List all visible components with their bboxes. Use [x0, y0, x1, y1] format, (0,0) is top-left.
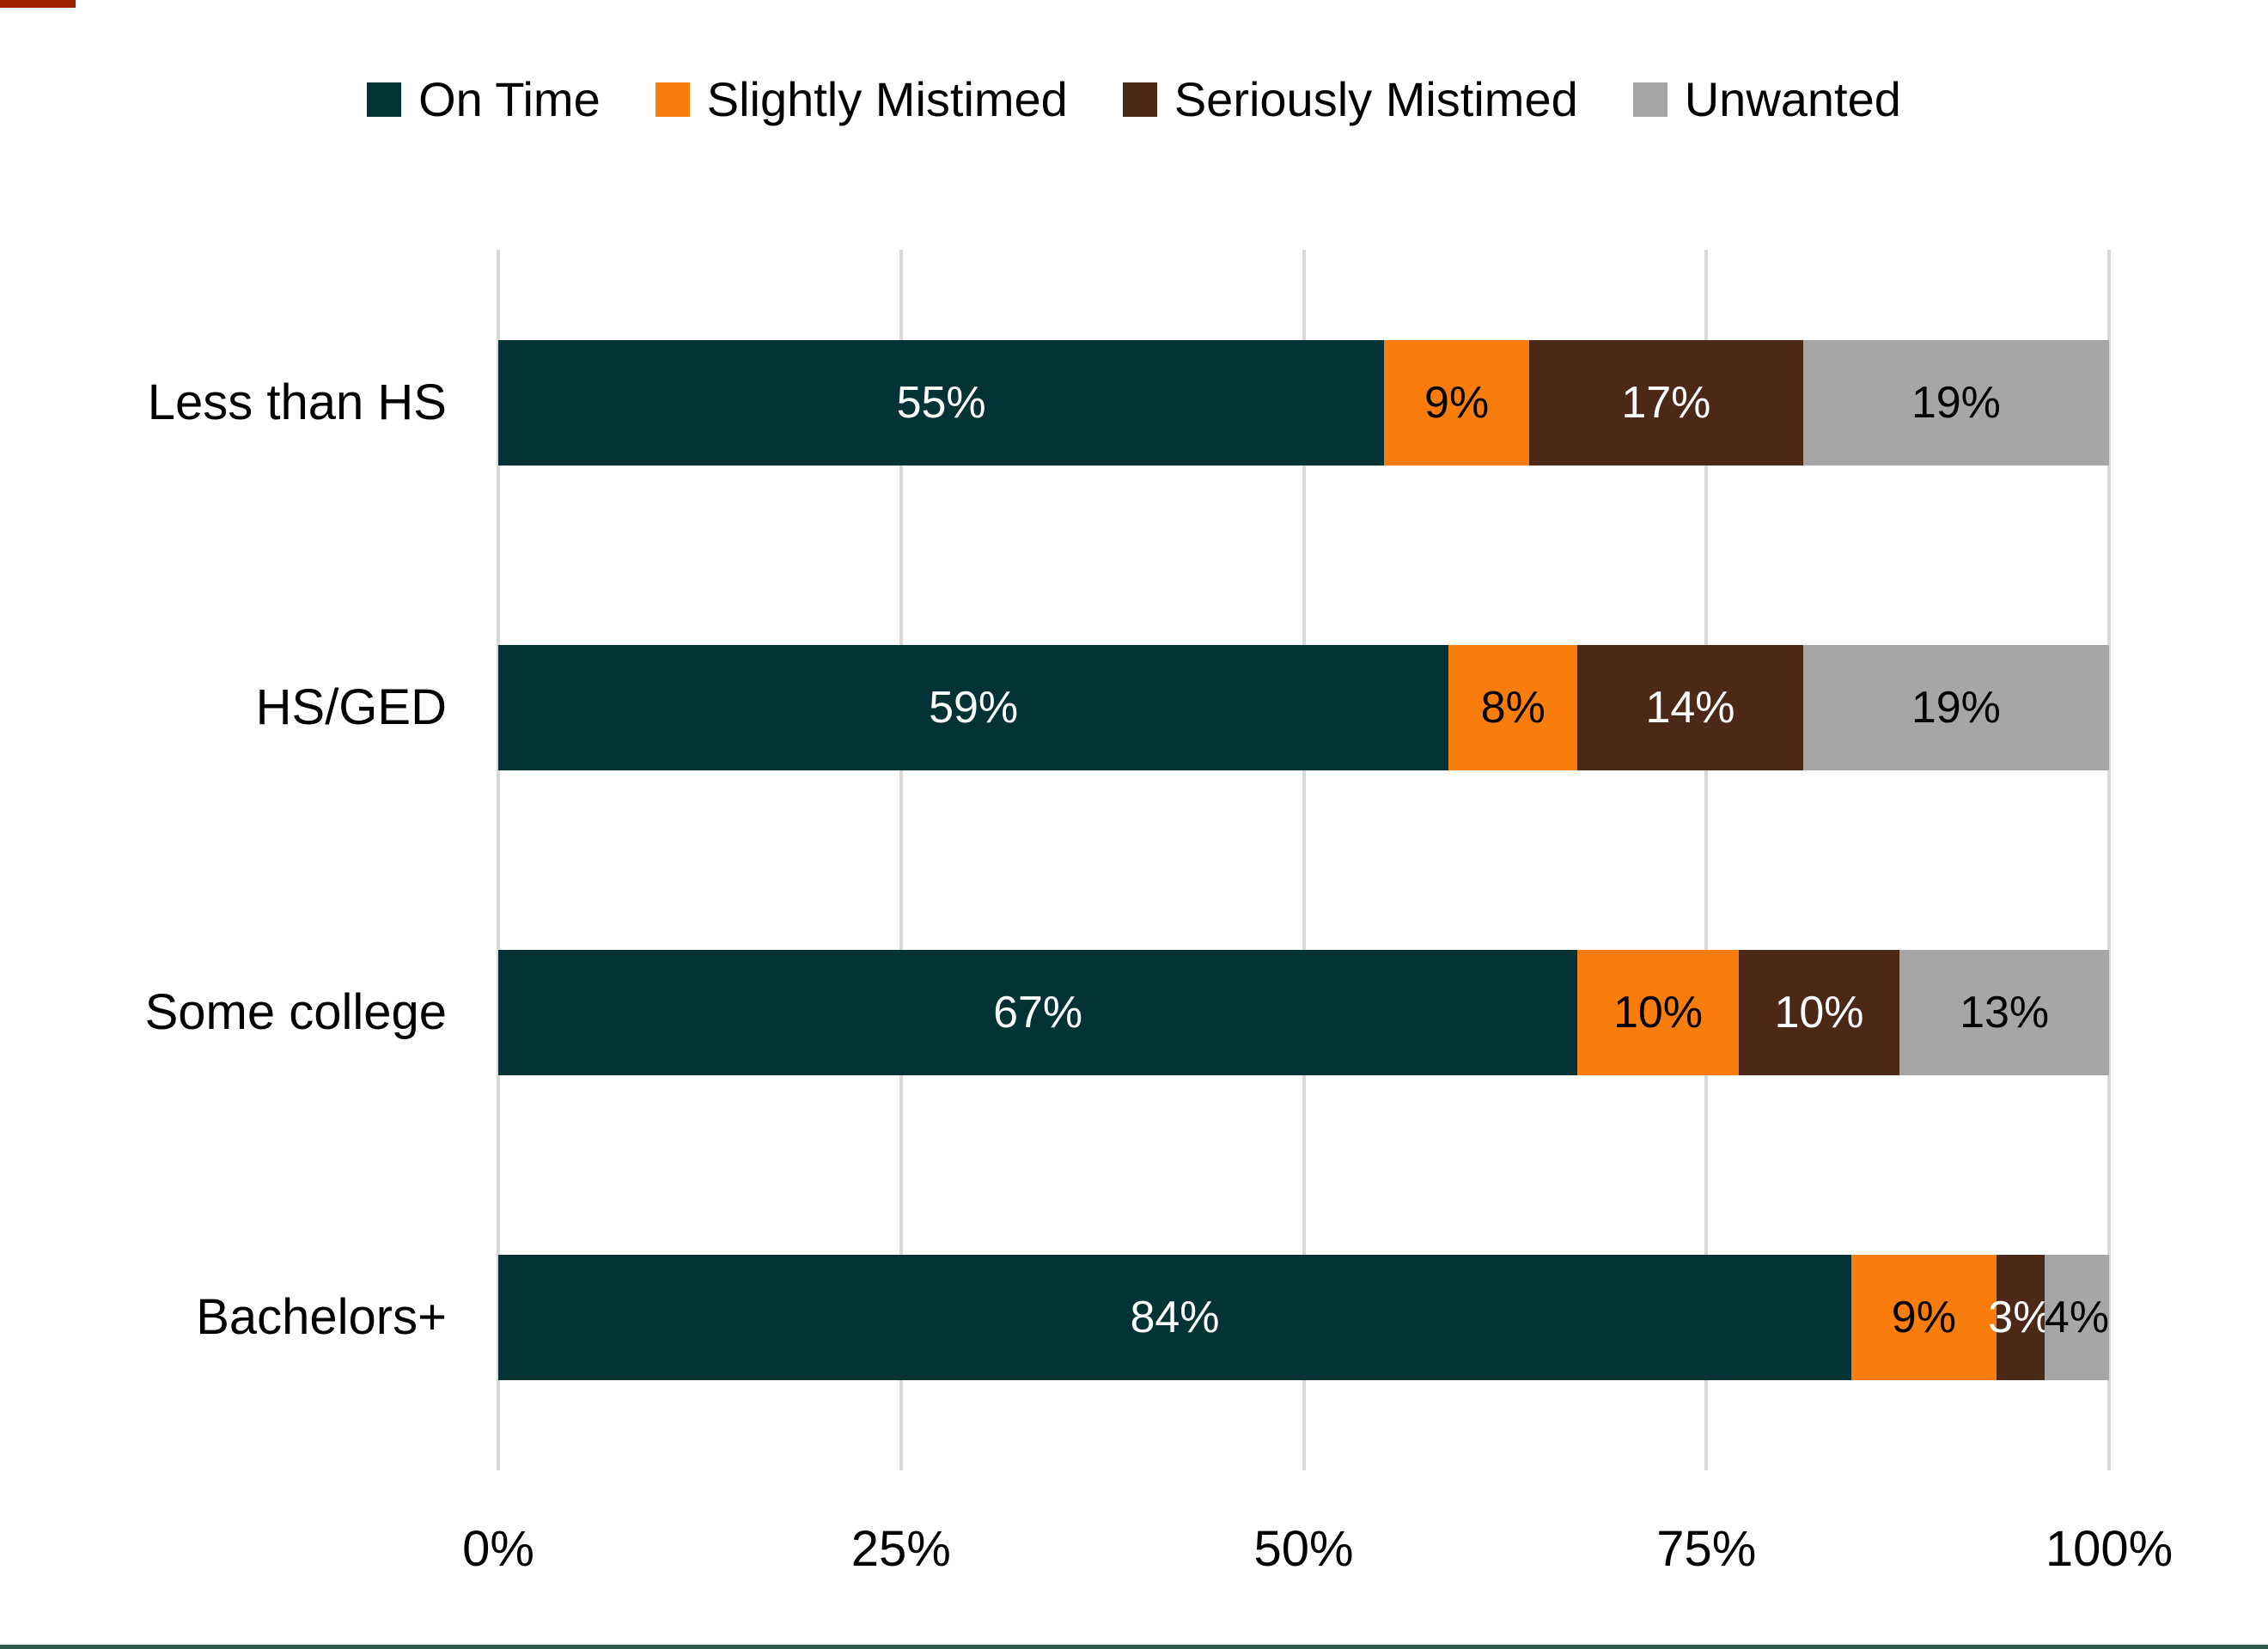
legend-item-on-time: On Time	[367, 76, 601, 124]
segment-value-label: 8%	[1480, 682, 1546, 733]
x-tick-label: 75%	[1656, 1521, 1757, 1577]
segment-seriously-mistimed: 3%	[1988, 1255, 2052, 1381]
segment-slightly-mistimed: 9%	[1384, 339, 1529, 465]
segment-value-label: 55%	[896, 377, 986, 428]
bar-row-some-college: 67% 10% 10% 13%	[498, 861, 2109, 1165]
segment-seriously-mistimed: 17%	[1529, 339, 1803, 465]
legend-label: Unwanted	[1684, 72, 1901, 126]
x-tick-label: 0%	[462, 1521, 534, 1577]
gridline	[899, 250, 903, 1470]
legend-item-seriously-mistimed: Seriously Mistimed	[1122, 72, 1578, 126]
legend: On Time Slightly Mistimed Seriously Mistim…	[0, 76, 2268, 124]
legend-item-unwanted: Unwanted	[1632, 72, 1901, 126]
segment-value-label: 17%	[1621, 377, 1711, 428]
gridline	[1704, 250, 1709, 1470]
segment-value-label: 19%	[1911, 682, 2001, 733]
stacked-bar: 59% 8% 14% 19%	[498, 644, 2109, 770]
legend-swatch-icon	[655, 82, 690, 117]
legend-swatch-icon	[367, 82, 402, 117]
segment-value-label: 59%	[929, 682, 1019, 733]
segment-value-label: 3%	[1988, 1293, 2053, 1343]
segment-slightly-mistimed: 10%	[1577, 950, 1739, 1076]
segment-slightly-mistimed: 9%	[1851, 1255, 1997, 1381]
bottom-border-line	[0, 1645, 2268, 1649]
gridline	[497, 250, 500, 1470]
legend-label: Slightly Mistimed	[706, 72, 1068, 126]
legend-swatch-icon	[1632, 82, 1667, 117]
segment-unwanted: 13%	[1899, 950, 2109, 1076]
bar-row-bachelors-: 84% 9% 3% 4%	[498, 1165, 2109, 1470]
segment-on-time: 59%	[498, 644, 1449, 770]
corner-strip-decoration	[0, 0, 76, 8]
segment-seriously-mistimed: 10%	[1738, 950, 1900, 1076]
category-label-bachelors-: Bachelors+	[196, 1289, 447, 1346]
category-label-hs-ged: HS/GED	[255, 678, 447, 735]
segment-unwanted: 19%	[1802, 339, 2109, 465]
category-label-some-college: Some college	[144, 984, 447, 1041]
x-tick-label: 100%	[2045, 1521, 2174, 1577]
segment-value-label: 84%	[1130, 1293, 1220, 1343]
bar-row-hs-ged: 59% 8% 14% 19%	[498, 555, 2109, 860]
legend-label: On Time	[418, 72, 601, 126]
plot-area: 55% 9% 17% 19% 59% 8% 14% 19% 67% 10% 10% 13% 84% 9% 3…	[497, 250, 2111, 1470]
segment-unwanted: 19%	[1802, 644, 2109, 770]
segment-on-time: 55%	[498, 339, 1385, 465]
segment-value-label: 10%	[1613, 988, 1704, 1038]
x-tick-label: 25%	[850, 1521, 951, 1577]
segment-value-label: 19%	[1911, 377, 2001, 428]
segment-slightly-mistimed: 8%	[1448, 644, 1578, 770]
stacked-bar: 67% 10% 10% 13%	[498, 950, 2109, 1076]
x-tick-label: 50%	[1253, 1521, 1354, 1577]
gridline	[1302, 250, 1306, 1470]
gridline	[2107, 250, 2111, 1470]
legend-label: Seriously Mistimed	[1174, 72, 1578, 126]
segment-value-label: 14%	[1645, 682, 1735, 733]
segment-unwanted: 4%	[2044, 1255, 2110, 1381]
segment-value-label: 13%	[1960, 988, 2050, 1038]
segment-value-label: 67%	[993, 988, 1083, 1038]
stacked-bar: 55% 9% 17% 19%	[498, 339, 2109, 465]
segment-value-label: 9%	[1424, 377, 1490, 428]
segment-value-label: 4%	[2044, 1293, 2110, 1343]
category-label-less-than-hs: Less than HS	[147, 374, 447, 430]
bar-row-less-than-hs: 55% 9% 17% 19%	[498, 250, 2109, 555]
legend-swatch-icon	[1122, 82, 1157, 117]
segment-on-time: 67%	[498, 950, 1578, 1076]
x-axis: 0% 25% 50% 75% 100%	[462, 1521, 2173, 1593]
stacked-bar: 84% 9% 3% 4%	[498, 1255, 2110, 1381]
category-axis: Less than HS HS/GED Some college Bachelors+	[0, 250, 447, 1470]
segment-value-label: 9%	[1891, 1293, 1956, 1343]
segment-on-time: 84%	[498, 1255, 1851, 1381]
segment-value-label: 10%	[1774, 988, 1864, 1038]
legend-item-slightly-mistimed: Slightly Mistimed	[655, 76, 1068, 124]
segment-seriously-mistimed: 14%	[1577, 644, 1803, 770]
